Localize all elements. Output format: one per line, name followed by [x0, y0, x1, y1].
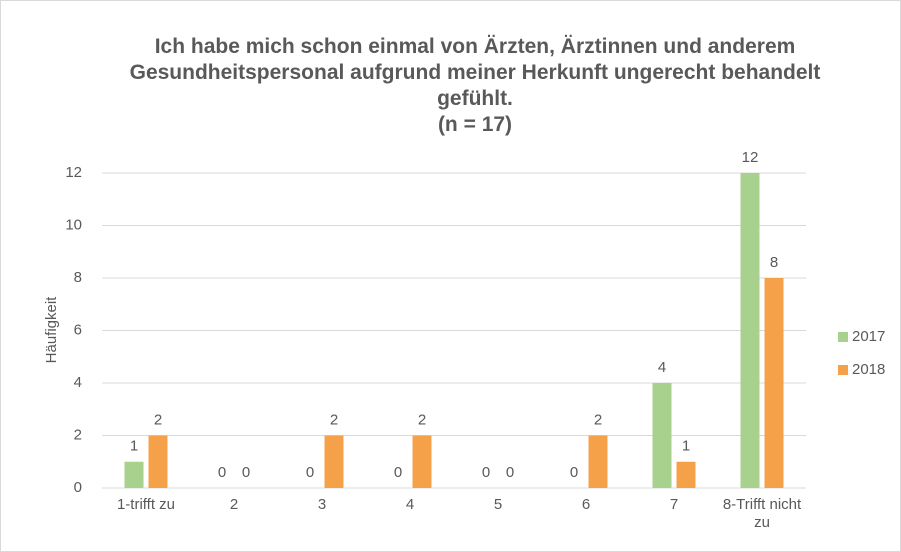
data-label: 0 — [242, 464, 250, 481]
y-tick-label: 4 — [74, 374, 82, 391]
bar — [324, 435, 344, 488]
data-label: 8 — [770, 254, 778, 271]
y-tick-label: 8 — [74, 269, 82, 286]
chart-subtitle: (n = 17) — [437, 113, 513, 136]
data-label: 1 — [130, 438, 138, 455]
x-tick-label: 2 — [229, 496, 239, 513]
data-label: 0 — [570, 464, 578, 481]
data-label: 4 — [658, 359, 666, 376]
y-tick-label: 10 — [65, 216, 82, 233]
y-tick-label: 12 — [65, 164, 82, 181]
x-tick-label: 3 — [317, 496, 327, 513]
x-tick-label: 7 — [669, 496, 679, 513]
y-axis-label: Häufigkeit — [43, 296, 60, 364]
data-label: 0 — [394, 464, 402, 481]
data-label: 0 — [306, 464, 314, 481]
legend-swatch — [838, 365, 848, 375]
bar — [676, 461, 696, 488]
data-label: 2 — [418, 411, 426, 428]
data-label: 2 — [154, 411, 162, 428]
legend-swatch — [838, 332, 848, 342]
x-tick-label: 6 — [581, 496, 591, 513]
data-label: 0 — [506, 464, 514, 481]
bar — [148, 435, 168, 488]
y-tick-label: 0 — [74, 479, 82, 496]
bar — [588, 435, 608, 488]
bar — [124, 461, 144, 488]
data-label: 12 — [742, 149, 759, 166]
data-label: 2 — [594, 411, 602, 428]
data-label: 0 — [482, 464, 490, 481]
data-label: 2 — [330, 411, 338, 428]
legend-label: 2018 — [852, 361, 885, 378]
chart-title: Ich habe mich schon einmal von Ärzten, Ä… — [129, 35, 821, 110]
legend-label: 2017 — [852, 328, 885, 345]
x-tick-label: 8-Trifft nicht zu — [722, 496, 802, 531]
x-tick-label: 5 — [493, 496, 503, 513]
data-label: 1 — [682, 438, 690, 455]
bar — [412, 435, 432, 488]
x-tick-label: 4 — [405, 496, 415, 513]
bar — [740, 173, 760, 488]
x-tick-label: 1-trifft zu — [116, 496, 176, 513]
bar — [764, 278, 784, 488]
bar — [652, 383, 672, 488]
y-tick-label: 6 — [74, 321, 82, 338]
data-label: 0 — [218, 464, 226, 481]
y-tick-label: 2 — [74, 426, 82, 443]
